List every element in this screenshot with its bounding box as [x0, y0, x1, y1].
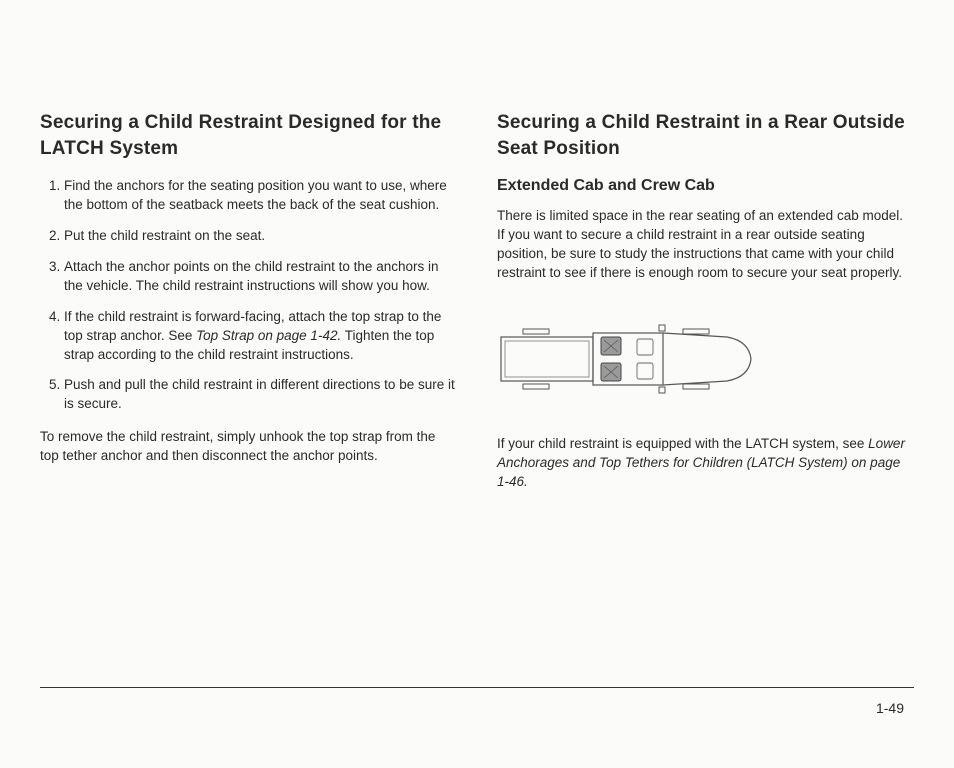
- right-subheading: Extended Cab and Crew Cab: [497, 177, 914, 195]
- latch-note-paragraph: If your child restraint is equipped with…: [497, 435, 914, 492]
- truck-diagram: [497, 319, 914, 399]
- left-closing-paragraph: To remove the child restraint, simply un…: [40, 428, 457, 466]
- step-5: Push and pull the child restraint in dif…: [64, 376, 457, 414]
- latch-steps-list: Find the anchors for the seating positio…: [40, 177, 457, 414]
- child-seat-bottom-icon: [601, 363, 621, 381]
- right-heading: Securing a Child Restraint in a Rear Out…: [497, 110, 914, 161]
- step-2: Put the child restraint on the seat.: [64, 227, 457, 246]
- step-3: Attach the anchor points on the child re…: [64, 258, 457, 296]
- footer-rule: [40, 687, 914, 688]
- right-column: Securing a Child Restraint in a Rear Out…: [497, 110, 914, 506]
- step-4: If the child restraint is forward-facing…: [64, 308, 457, 365]
- step-1: Find the anchors for the seating positio…: [64, 177, 457, 215]
- right-intro-paragraph: There is limited space in the rear seati…: [497, 207, 914, 283]
- step-4-text: If the child restraint is forward-facing…: [64, 309, 441, 362]
- left-heading: Securing a Child Restraint Designed for …: [40, 110, 457, 161]
- truck-top-view-icon: [497, 319, 757, 399]
- latch-note-pre: If your child restraint is equipped with…: [497, 436, 868, 451]
- page-number: 1-49: [876, 700, 904, 716]
- child-seat-top-icon: [601, 337, 621, 355]
- left-column: Securing a Child Restraint Designed for …: [40, 110, 457, 506]
